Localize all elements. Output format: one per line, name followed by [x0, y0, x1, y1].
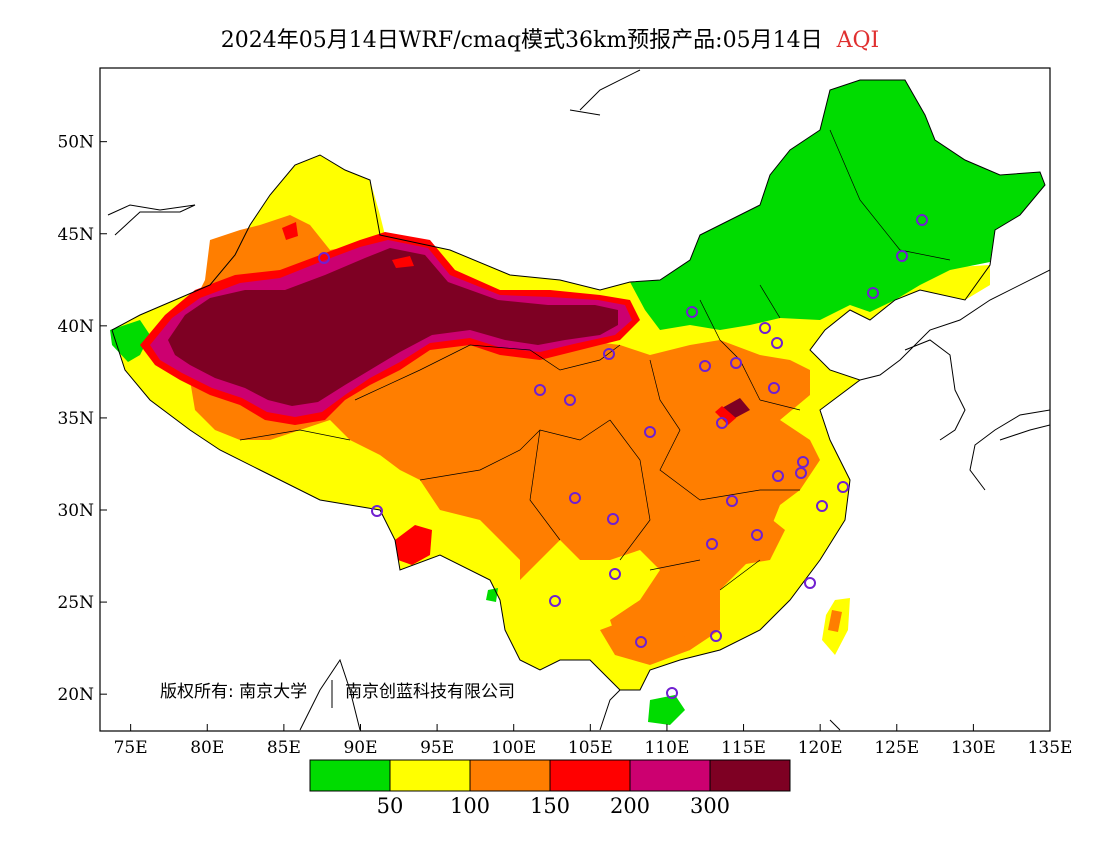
- colorbar-label: 200: [610, 794, 650, 818]
- colorbar-label: 150: [530, 794, 570, 818]
- city-marker: [564, 394, 576, 406]
- city-marker: [759, 322, 771, 334]
- aqi-region-green-w: [110, 320, 150, 362]
- colorbar-swatch: [309, 759, 391, 792]
- lat-tick-label: 45N: [57, 225, 94, 245]
- copyright-text-2: 南京创蓝科技有限公司: [345, 682, 515, 702]
- colorbar-swatch: [389, 759, 471, 792]
- city-marker: [609, 568, 621, 580]
- city-marker: [371, 505, 383, 517]
- city-marker: [726, 495, 738, 507]
- city-marker: [804, 577, 816, 589]
- aqi-region-green-sw: [486, 588, 498, 602]
- city-marker: [644, 426, 656, 438]
- aqi-region-green-hainan: [648, 695, 685, 725]
- aqi-hotspot-xj: [282, 222, 298, 240]
- city-marker: [607, 513, 619, 525]
- lat-axis: 20N 25N 30N 35N 40N 45N 50N: [57, 133, 107, 705]
- copyright-text: 版权所有: 南京大学: [160, 682, 307, 702]
- aqi-hotspot-xj2: [392, 256, 414, 268]
- lon-tick-label: 135E: [1028, 738, 1073, 758]
- colorbar-swatch: [629, 759, 711, 792]
- lon-tick-label: 90E: [343, 738, 377, 758]
- province-borders: [239, 129, 951, 591]
- aqi-region-taiwan-orange: [828, 610, 842, 632]
- title-main: 2024年05月14日WRF/cmaq模式36km预报产品:05月14日: [220, 28, 823, 53]
- aqi-hotspot-henan-red: [715, 406, 736, 425]
- city-marker: [699, 360, 711, 372]
- city-marker: [549, 595, 561, 607]
- city-marker: [816, 500, 828, 512]
- title-variable: AQI: [836, 28, 880, 53]
- city-marker: [771, 337, 783, 349]
- city-marker: [666, 687, 678, 699]
- city-marker: [797, 456, 809, 468]
- lat-tick-label: 40N: [57, 317, 94, 337]
- city-marker: [867, 287, 879, 299]
- country-border: [111, 79, 1046, 691]
- colorbar: 50 100 150 200 300: [309, 759, 791, 818]
- lon-tick-label: 80E: [190, 738, 224, 758]
- lon-tick-label: 130E: [951, 738, 996, 758]
- lat-tick-label: 25N: [57, 593, 94, 613]
- city-marker: [706, 538, 718, 550]
- lat-tick-label: 30N: [57, 501, 94, 521]
- city-marker: [751, 529, 763, 541]
- map-frame: [99, 67, 1051, 732]
- lon-tick-label: 75E: [114, 738, 148, 758]
- city-marker: [686, 306, 698, 318]
- aqi-region-green-ne: [630, 80, 1045, 330]
- city-marker: [635, 636, 647, 648]
- chart-title: 2024年05月14日WRF/cmaq模式36km预报产品:05月14日 AQI: [0, 22, 1100, 54]
- lon-tick-label: 95E: [420, 738, 454, 758]
- aqi-region-maroon: [168, 248, 618, 406]
- lat-tick-label: 35N: [57, 409, 94, 429]
- colorbar-swatch: [549, 759, 631, 792]
- city-marker: [768, 382, 780, 394]
- city-marker: [603, 348, 615, 360]
- city-marker: [716, 417, 728, 429]
- city-marker: [534, 384, 546, 396]
- lon-tick-label: 85E: [267, 738, 301, 758]
- coastline: [107, 69, 1050, 731]
- lat-tick-label: 50N: [57, 133, 94, 153]
- lon-axis: 75E 80E 85E 90E 95E 100E 105E 110E 115E 120E 125E 1…: [114, 724, 1073, 758]
- city-marker: [916, 214, 928, 226]
- colorbar-label: 300: [690, 794, 730, 818]
- city-marker: [772, 470, 784, 482]
- colorbar-label: 100: [450, 794, 490, 818]
- lon-tick-label: 110E: [645, 738, 690, 758]
- city-marker: [837, 481, 849, 493]
- lon-tick-label: 115E: [721, 738, 766, 758]
- map-layer: 版权所有: 南京大学 南京创蓝科技有限公司: [107, 69, 1050, 731]
- colorbar-swatch: [469, 759, 551, 792]
- city-markers: [318, 214, 928, 699]
- city-marker: [795, 467, 807, 479]
- lon-tick-label: 105E: [568, 738, 613, 758]
- city-marker: [569, 492, 581, 504]
- colorbar-swatch: [709, 759, 791, 792]
- lon-tick-label: 120E: [798, 738, 843, 758]
- aqi-region-orange-se: [700, 510, 785, 565]
- city-marker: [896, 250, 908, 262]
- lat-tick-label: 20N: [57, 685, 94, 705]
- colorbar-label: 50: [377, 794, 404, 818]
- city-marker: [710, 630, 722, 642]
- lon-tick-label: 100E: [491, 738, 536, 758]
- lon-tick-label: 125E: [874, 738, 919, 758]
- city-marker: [318, 252, 330, 264]
- aqi-hotspot-tibet: [395, 525, 432, 565]
- city-marker: [730, 357, 742, 369]
